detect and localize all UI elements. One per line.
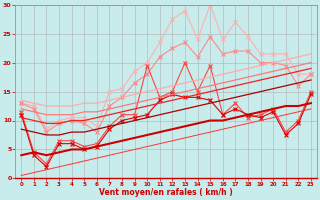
- X-axis label: Vent moyen/en rafales ( km/h ): Vent moyen/en rafales ( km/h ): [99, 188, 233, 197]
